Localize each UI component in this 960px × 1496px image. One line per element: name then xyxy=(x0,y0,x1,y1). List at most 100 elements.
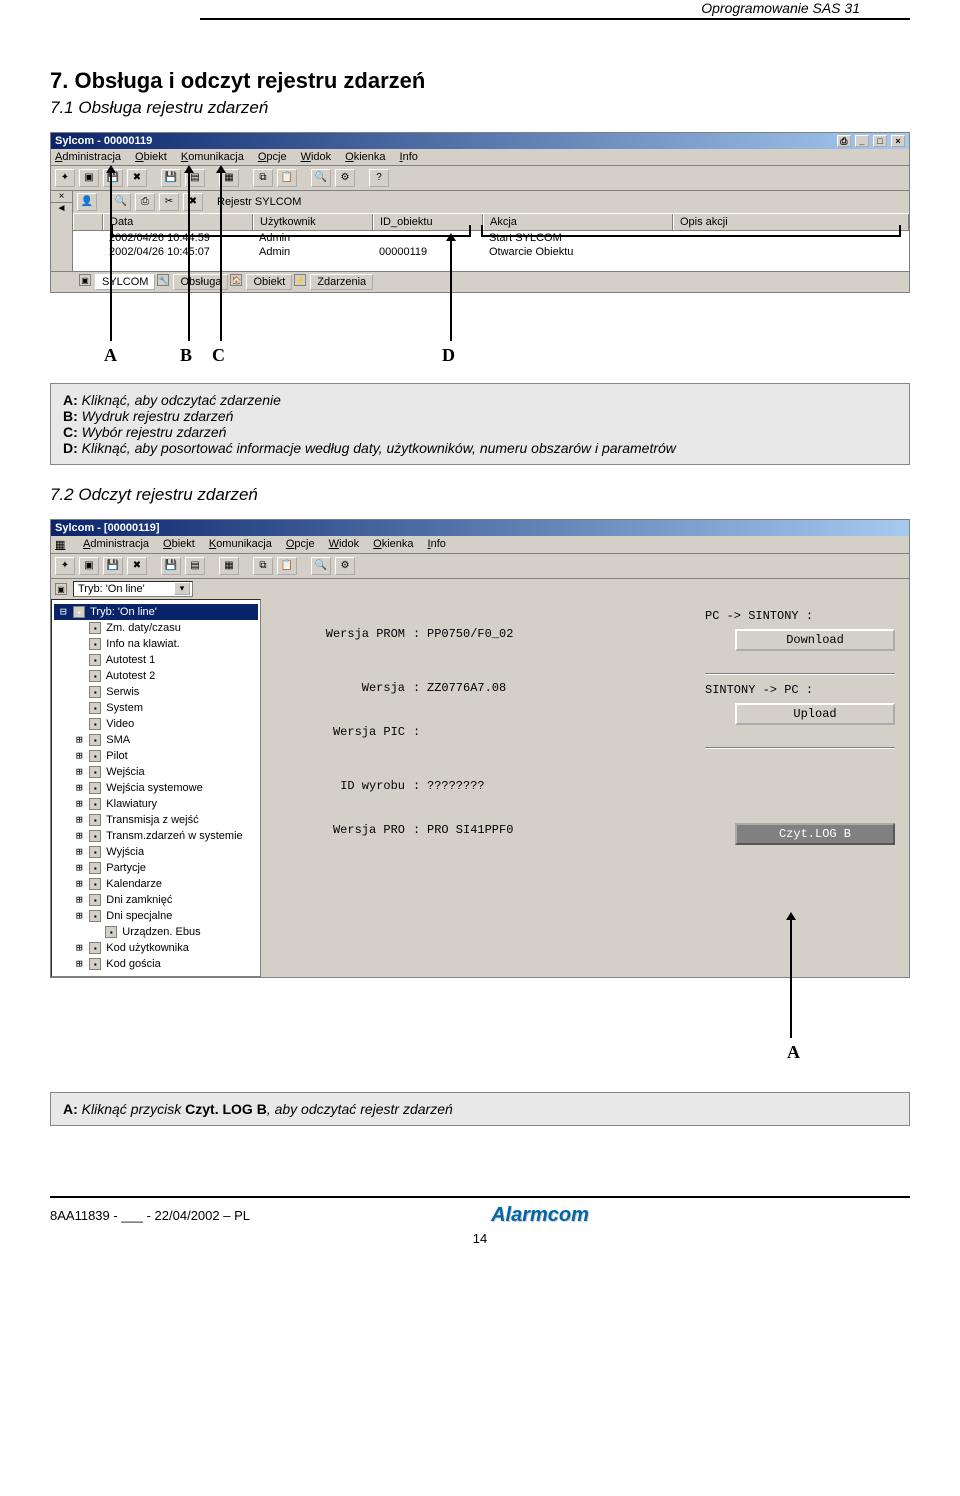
tree-node[interactable]: ⊞ ▪ SMA xyxy=(54,732,258,748)
tb-save-icon[interactable]: 💾 xyxy=(103,557,123,575)
maximize-icon[interactable]: □ xyxy=(873,135,887,147)
tb-delete-icon[interactable]: ✖ xyxy=(127,169,147,187)
menu-obiekt[interactable]: Obiekt xyxy=(163,538,195,551)
tree-node[interactable]: ⊞ ▪ Transmisja z wejść xyxy=(54,812,258,828)
sub-read-icon[interactable]: 👤 xyxy=(77,193,97,211)
tb-find-icon[interactable]: 🔍 xyxy=(311,557,331,575)
toolbar-1: ✦ ▣ 💾 ✖ 💾 ▤ ▦ ⧉ 📋 🔍 ⚙ ? xyxy=(51,166,909,191)
tree-node[interactable]: ⊞ ▪ Wejścia xyxy=(54,764,258,780)
wersja-pro-value: PRO SI41PPF0 xyxy=(427,823,513,837)
menu-obiekt[interactable]: Obiekt xyxy=(135,151,167,163)
minimize-icon[interactable]: _ xyxy=(855,135,869,147)
sub-delete-icon[interactable]: ✖ xyxy=(183,193,203,211)
tree-node[interactable]: ⊞ ▪ Kod użytkownika xyxy=(54,940,258,956)
menu-info[interactable]: Info xyxy=(400,151,418,163)
bracket-right xyxy=(481,225,901,237)
tree-node[interactable]: ⊞ ▪ Wejścia systemowe xyxy=(54,780,258,796)
page-number: 14 xyxy=(0,1231,960,1246)
arrow-d xyxy=(450,239,452,341)
sub-print-icon[interactable]: ⎙ xyxy=(135,193,155,211)
menu-admin[interactable]: Administracja xyxy=(83,538,149,551)
tree-node[interactable]: ⊞ ▪ Pilot xyxy=(54,748,258,764)
tb-find-icon[interactable]: 🔍 xyxy=(311,169,331,187)
tab-zdarzenia[interactable]: Zdarzenia xyxy=(310,274,373,290)
menu-okienka[interactable]: Okienka xyxy=(373,538,413,551)
tree-node[interactable]: ▪ Zm. daty/czasu xyxy=(54,620,258,636)
legend-a: Kliknąć, aby odczytać zdarzenie xyxy=(82,392,281,408)
tree-node[interactable]: ▪ Urządzen. Ebus xyxy=(54,924,258,940)
tb-save2-icon[interactable]: 💾 xyxy=(161,169,181,187)
tree-node[interactable]: ⊞ ▪ Transm.zdarzeń w systemie xyxy=(54,828,258,844)
tab-icon: 🏠 xyxy=(230,274,242,286)
subtoolbar: 👤 🔍 ⎙ ✂ ✖ Rejestr SYLCOM xyxy=(73,191,909,213)
tree-node[interactable]: ▪ System xyxy=(54,700,258,716)
subsection-71: 7.1 Obsługa rejestru zdarzeń xyxy=(50,98,910,118)
tree-node[interactable]: ⊞ ▪ Kod gościa xyxy=(54,956,258,972)
tree-node[interactable]: ⊟ ▪ Tryb: 'On line' xyxy=(54,604,258,620)
tb-paste-icon[interactable]: 📋 xyxy=(277,557,297,575)
legend2-prefix: Kliknąć przycisk xyxy=(82,1101,185,1117)
tb-save2-icon[interactable]: 💾 xyxy=(161,557,181,575)
menu-okienka[interactable]: Okienka xyxy=(345,151,385,163)
menu-info[interactable]: Info xyxy=(428,538,446,551)
tb-doc-icon[interactable]: ▤ xyxy=(185,557,205,575)
tb-new-icon[interactable]: ✦ xyxy=(55,557,75,575)
tree-node[interactable]: ⊞ ▪ Dni specjalne xyxy=(54,908,258,924)
tree-node[interactable]: ⊞ ▪ Partycje xyxy=(54,860,258,876)
tryb-dropdown[interactable]: Tryb: 'On line' xyxy=(73,581,193,597)
tb-paste-icon[interactable]: 📋 xyxy=(277,169,297,187)
table-row[interactable]: 2002/04/26 10:45:07 Admin 00000119 Otwar… xyxy=(73,245,909,259)
close-icon[interactable]: × xyxy=(891,135,905,147)
menubar-1[interactable]: Administracja Obiekt Komunikacja Opcje W… xyxy=(51,149,909,166)
menu-widok[interactable]: Widok xyxy=(329,538,360,551)
tb-help-icon[interactable]: ? xyxy=(369,169,389,187)
menu-opcje[interactable]: Opcje xyxy=(258,151,287,163)
menu-komunikacja[interactable]: Komunikacja xyxy=(209,538,272,551)
menubar-2[interactable]: ▦ Administracja Obiekt Komunikacja Opcje… xyxy=(51,536,909,554)
tree-node[interactable]: ▪ Autotest 2 xyxy=(54,668,258,684)
menu-komunikacja[interactable]: Komunikacja xyxy=(181,151,244,163)
print-icon[interactable]: ⎙ xyxy=(837,135,851,147)
tree-view[interactable]: ⊟ ▪ Tryb: 'On line' ▪ Zm. daty/czasu ▪ I… xyxy=(51,599,261,977)
tb-copy-icon[interactable]: ⧉ xyxy=(253,557,273,575)
tree-node[interactable]: ⊞ ▪ Kalendarze xyxy=(54,876,258,892)
download-button[interactable]: Download xyxy=(735,629,895,651)
tb-card-icon[interactable]: ▦ xyxy=(219,557,239,575)
col-icon xyxy=(73,214,103,230)
menu-widok[interactable]: Widok xyxy=(301,151,332,163)
tab-obiekt[interactable]: Obiekt xyxy=(246,274,292,290)
tb-copy-icon[interactable]: ⧉ xyxy=(253,169,273,187)
menu-admin[interactable]: Administracja xyxy=(55,151,121,163)
window-title-2: Sylcom - [00000119] xyxy=(55,522,160,534)
czyt-log-button[interactable]: Czyt.LOG B xyxy=(735,823,895,845)
label-b: B xyxy=(180,345,192,366)
tb-tool-icon[interactable]: ⚙ xyxy=(335,169,355,187)
tree-node[interactable]: ▪ Info na klawiat. xyxy=(54,636,258,652)
tree-node[interactable]: ⊞ ▪ Wyjścia xyxy=(54,844,258,860)
sub-preview-icon[interactable]: 🔍 xyxy=(111,193,131,211)
tb-tool-icon[interactable]: ⚙ xyxy=(335,557,355,575)
tb-open-icon[interactable]: ▣ xyxy=(79,557,99,575)
tb-delete-icon[interactable]: ✖ xyxy=(127,557,147,575)
menu-opcje[interactable]: Opcje xyxy=(286,538,315,551)
info-panel: Wersja PROM : PP0750/F0_02 Wersja : ZZ07… xyxy=(261,599,909,977)
wersja-pro-label: Wersja PRO xyxy=(273,823,413,837)
footer-logo: Alarmcom xyxy=(491,1204,589,1227)
tab-sylcom[interactable]: SYLCOM xyxy=(95,274,155,290)
tb-open-icon[interactable]: ▣ xyxy=(79,169,99,187)
window-buttons[interactable]: ⎙ _ □ × xyxy=(836,135,905,147)
tb-new-icon[interactable]: ✦ xyxy=(55,169,75,187)
id-wyrobu-value: ???????? xyxy=(427,779,485,793)
tree-node[interactable]: ▪ Serwis xyxy=(54,684,258,700)
tree-node[interactable]: ▪ Autotest 1 xyxy=(54,652,258,668)
arrow-row-2: A xyxy=(50,986,910,1086)
label-d: D xyxy=(442,345,455,366)
tryb-icon: ▣ xyxy=(55,583,67,595)
tree-node[interactable]: ⊞ ▪ Dni zamknięć xyxy=(54,892,258,908)
header-line: Oprogramowanie SAS 31 xyxy=(0,0,960,16)
tree-node[interactable]: ▪ Video xyxy=(54,716,258,732)
tabs[interactable]: ▣ SYLCOM 🔧 Obsługa 🏠 Obiekt ⚡ Zdarzenia xyxy=(51,271,909,292)
sub-select-icon[interactable]: ✂ xyxy=(159,193,179,211)
upload-button[interactable]: Upload xyxy=(735,703,895,725)
tree-node[interactable]: ⊞ ▪ Klawiatury xyxy=(54,796,258,812)
